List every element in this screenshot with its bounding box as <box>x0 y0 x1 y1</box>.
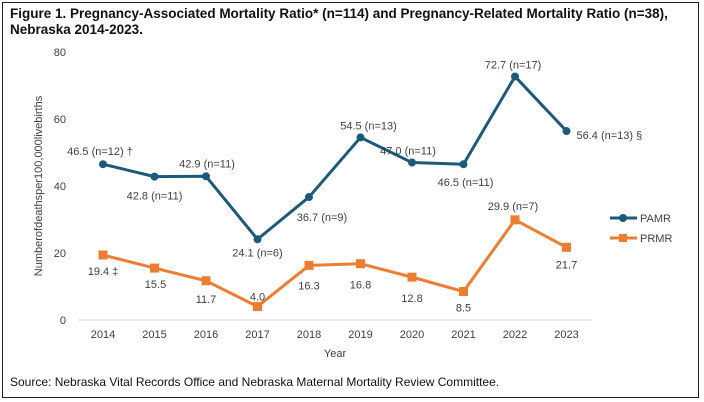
prmr-line <box>102 218 568 309</box>
y-axis-label: Numberofdeathsper100,000livebirths <box>33 95 45 276</box>
pamr-data-label: 24.1 (n=6) <box>232 247 282 259</box>
prmr-point <box>98 250 108 260</box>
x-tick-label: 2017 <box>245 329 269 341</box>
y-tick-label: 40 <box>54 181 66 193</box>
pamr-data-label: 56.4 (n=13) § <box>577 130 643 142</box>
pamr-point <box>562 127 571 136</box>
y-tick-label: 80 <box>54 47 66 59</box>
y-tick-label: 20 <box>54 248 66 260</box>
x-tick-label: 2021 <box>451 329 475 341</box>
pamr-point <box>99 160 107 169</box>
x-tick-label: 2019 <box>348 329 372 341</box>
x-tick-label: 2015 <box>142 329 166 341</box>
pamr-data-label: 54.5 (n=13) <box>340 120 397 132</box>
y-tick-label: 0 <box>60 315 66 327</box>
prmr-data-label: 12.8 <box>401 293 422 305</box>
prmr-point <box>201 276 211 286</box>
x-tick-label: 2020 <box>400 329 424 341</box>
pamr-data-label: 36.7 (n=9) <box>297 212 347 224</box>
pamr-point <box>459 160 468 169</box>
x-tick-label: 2014 <box>91 329 115 341</box>
pamr-point <box>356 133 365 142</box>
prmr-data-label: 16.8 <box>350 280 371 292</box>
pamr-data-label: 42.9 (n=11) <box>179 158 235 170</box>
prmr-data-label: 21.7 <box>556 259 577 271</box>
pamr-data-label: 72.7 (n=17) <box>485 59 542 71</box>
pamr-data-label: 46.5 (n=11) <box>438 177 494 189</box>
pamr-point <box>150 172 159 181</box>
prmr-point <box>253 302 262 312</box>
x-tick-label: 2018 <box>297 329 321 341</box>
y-tick-label: 60 <box>54 114 66 126</box>
prmr-point <box>562 242 571 252</box>
source-note: Source: Nebraska Vital Records Office an… <box>10 375 500 389</box>
legend-marker-prmr <box>619 234 627 242</box>
prmr-data-label: 19.4 ‡ <box>88 266 119 278</box>
pamr-point <box>202 172 210 181</box>
x-tick-label: 2023 <box>554 329 578 341</box>
pamr-data-label: 46.5 (n=12) † <box>67 146 133 158</box>
x-axis-label: Year <box>324 348 347 360</box>
prmr-data-label: 4.0 <box>250 292 265 304</box>
prmr-point <box>407 272 417 282</box>
figure-frame <box>2 2 699 398</box>
prmr-point <box>459 287 468 297</box>
legend-label: PAMR <box>640 213 671 225</box>
prmr-point <box>356 259 365 269</box>
prmr-data-label: 29.9 (n=7) <box>488 201 538 213</box>
prmr-data-label: 16.3 <box>298 280 319 292</box>
pamr-line <box>102 74 568 241</box>
pamr-point <box>253 235 262 244</box>
pamr-data-label: 42.8 (n=11) <box>127 191 183 203</box>
legend-marker-pamr <box>619 214 627 222</box>
prmr-data-label: 8.5 <box>456 303 471 315</box>
prmr-data-label: 11.7 <box>196 294 217 306</box>
pamr-point <box>511 72 519 81</box>
chart-title: Figure 1. Pregnancy-Associated Mortality… <box>10 6 668 37</box>
x-tick-label: 2016 <box>194 329 218 341</box>
pamr-point <box>305 193 313 202</box>
pamr-data-label: 47.0 (n=11) <box>380 146 436 158</box>
pamr-point <box>408 158 416 167</box>
prmr-point <box>304 260 314 270</box>
x-tick-label: 2022 <box>503 329 527 341</box>
prmr-point <box>150 263 159 273</box>
legend-label: PRMR <box>640 233 672 245</box>
prmr-point <box>510 215 520 225</box>
prmr-data-label: 15.5 <box>145 279 166 291</box>
